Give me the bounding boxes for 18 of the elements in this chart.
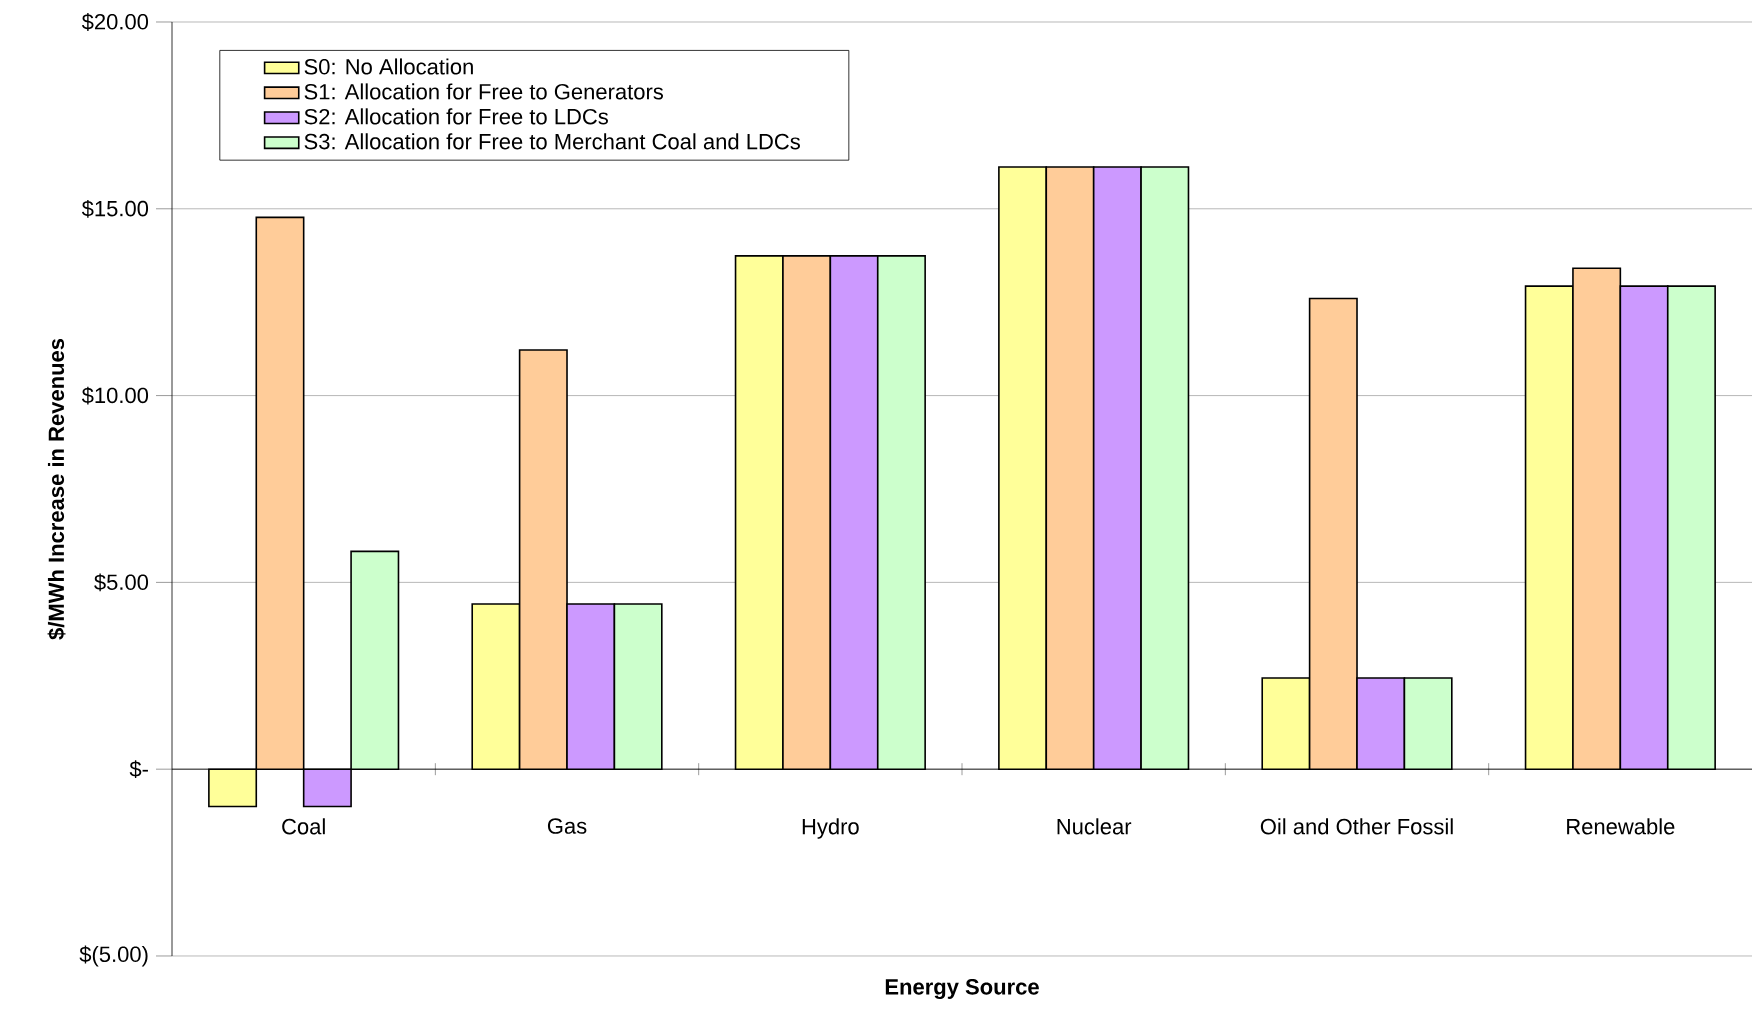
- y-tick-label: $5.00: [94, 573, 149, 592]
- y-tick-label: $(5.00): [79, 945, 148, 967]
- y-tick-label: $20.00: [81, 13, 149, 31]
- x-tick-label: Oil and Other Fossil: [1260, 818, 1453, 835]
- y-tick-label: $-: [129, 760, 148, 779]
- y-tick-label: $10.00: [81, 386, 149, 405]
- y-axis-title: $/MWh Increase in Revenues: [47, 338, 66, 640]
- x-tick-label: Nuclear: [1057, 818, 1132, 835]
- y-tick-label: $15.00: [81, 199, 149, 218]
- x-tick-label: Coal: [282, 818, 325, 835]
- legend-label: S0: No Allocation: [304, 58, 473, 75]
- legend-label: S1: Allocation for Free to Generators: [304, 83, 664, 100]
- x-axis-title: Energy Source: [885, 979, 1039, 1000]
- legend-label: S2: Allocation for Free to LDCs: [304, 108, 608, 125]
- x-tick-label: Renewable: [1567, 818, 1675, 835]
- legend-label: S3: Allocation for Free to Merchant Coal and LDCs: [304, 133, 800, 150]
- x-tick-label: Gas: [547, 818, 587, 834]
- x-tick-label: Hydro: [802, 818, 859, 839]
